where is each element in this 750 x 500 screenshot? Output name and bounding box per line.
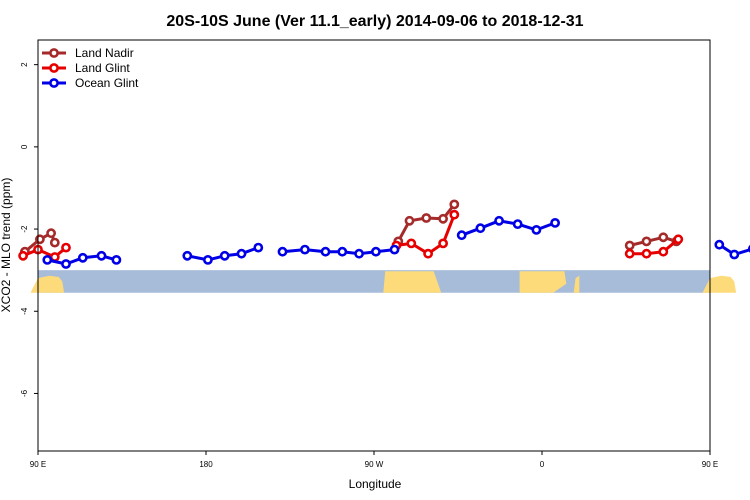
data-point-land-nadir	[449, 199, 460, 210]
data-point-land-nadir	[46, 228, 56, 239]
data-point-ocean-glint	[729, 249, 740, 260]
series-line-land-nadir	[629, 235, 677, 247]
data-point-ocean-glint	[475, 223, 486, 234]
data-point-ocean-glint	[236, 248, 247, 259]
data-point-land-glint	[641, 248, 652, 259]
data-point-ocean-glint	[494, 215, 504, 226]
land-mass	[383, 271, 442, 293]
data-point-ocean-glint	[253, 242, 264, 253]
legend-marker	[49, 63, 59, 73]
land-mass	[573, 275, 580, 293]
data-point-land-nadir	[641, 236, 652, 247]
land-mass	[519, 271, 567, 293]
series-land-nadir	[19, 199, 682, 257]
data-point-ocean-glint	[531, 224, 542, 235]
data-point-land-glint	[624, 248, 635, 259]
axes: 90 E 180 90 W 0 90 E 2 0 -2 -4 -6	[20, 62, 718, 469]
data-point-ocean-glint	[77, 252, 88, 263]
data-point-ocean-glint	[337, 246, 348, 257]
data-point-land-glint	[449, 209, 460, 220]
data-point-land-nadir	[438, 213, 448, 224]
data-point-ocean-glint	[277, 246, 288, 257]
x-tick-label: 90 E	[702, 460, 718, 469]
data-point-ocean-glint	[96, 250, 107, 261]
data-point-land-glint	[406, 238, 417, 249]
data-point-ocean-glint	[202, 254, 213, 265]
x-tick-label: 0	[540, 460, 545, 469]
series-line-land-nadir	[23, 231, 57, 253]
y-axis-label: XCO2 - MLO trend (ppm)	[0, 178, 13, 313]
plot-frame	[37, 39, 711, 452]
data-point-ocean-glint	[456, 230, 467, 241]
data-point-land-glint	[673, 234, 684, 245]
series-line-land-glint	[629, 238, 680, 256]
legend-label: Ocean Glint	[75, 76, 139, 90]
land-mass	[30, 275, 65, 293]
data-point-ocean-glint	[111, 254, 122, 265]
data-point-ocean-glint	[714, 239, 725, 250]
legend-marker	[49, 48, 59, 58]
data-point-land-glint	[18, 250, 28, 261]
data-point-ocean-glint	[299, 244, 310, 255]
ocean-band	[38, 270, 710, 293]
data-point-ocean-glint	[389, 244, 400, 255]
legend-marker	[49, 78, 59, 88]
x-tick-label: 90 W	[365, 460, 384, 469]
data-point-land-glint	[658, 246, 669, 257]
legend-item-land-nadir: Land Nadir	[42, 46, 134, 60]
data-point-ocean-glint	[512, 219, 523, 229]
data-point-ocean-glint	[42, 254, 53, 265]
data-point-land-nadir	[49, 237, 60, 248]
x-axis-label: Longitude	[349, 477, 402, 491]
data-point-land-glint	[61, 242, 71, 253]
data-point-land-glint	[438, 238, 448, 249]
legend-item-land-glint: Land Glint	[42, 61, 130, 75]
y-tick-label: -6	[20, 389, 29, 397]
legend-item-ocean-glint: Ocean Glint	[42, 76, 139, 90]
y-tick-label: 0	[20, 144, 29, 149]
data-point-land-nadir	[35, 234, 45, 245]
data-point-ocean-glint	[370, 246, 381, 257]
legend-label: Land Nadir	[75, 46, 134, 60]
data-point-ocean-glint	[219, 250, 230, 261]
series-land-glint	[18, 209, 684, 262]
data-point-ocean-glint	[354, 248, 364, 259]
land-mass	[702, 275, 737, 293]
data-point-land-nadir	[404, 215, 415, 226]
series-ocean-glint	[42, 215, 750, 269]
chart-title: 20S-10S June (Ver 11.1_early) 2014-09-06…	[166, 13, 583, 30]
x-tick-label: 90 E	[30, 460, 46, 469]
data-point-ocean-glint	[550, 217, 560, 228]
y-tick-label: 2	[20, 62, 29, 67]
land-ocean-band	[30, 270, 737, 293]
data-point-land-glint	[423, 248, 433, 259]
y-tick-label: -2	[20, 225, 29, 233]
data-point-ocean-glint	[320, 246, 331, 257]
data-point-ocean-glint	[182, 250, 193, 261]
legend-label: Land Glint	[75, 61, 130, 75]
data-point-land-nadir	[658, 232, 669, 243]
data-point-ocean-glint	[61, 259, 71, 269]
x-tick-label: 180	[199, 460, 213, 469]
series-line-land-glint	[22, 246, 67, 259]
y-tick-label: -4	[20, 307, 29, 315]
data-point-land-nadir	[624, 240, 635, 251]
series-layer	[18, 199, 750, 269]
data-point-land-nadir	[421, 213, 432, 223]
